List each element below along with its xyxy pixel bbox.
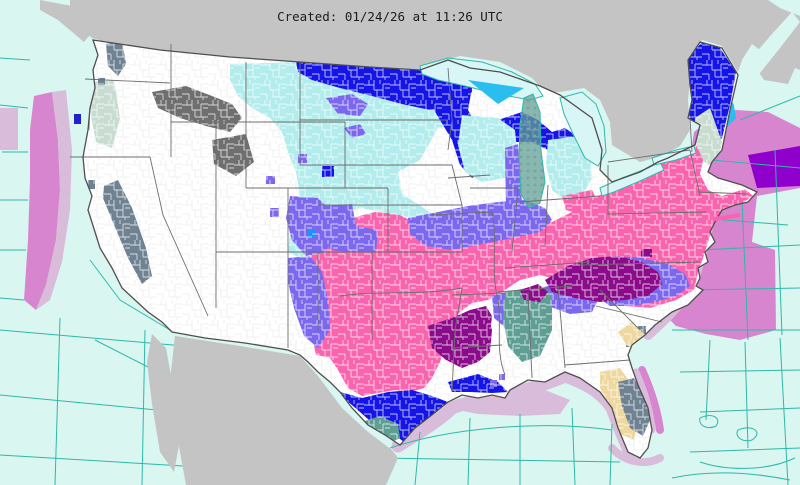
canada-waterways <box>722 0 800 104</box>
gulf-smallcraft-blob <box>455 390 570 416</box>
mexico-landmass <box>170 336 398 485</box>
pacific-gale-band <box>24 92 60 310</box>
pacific-smallcraft-band <box>36 90 72 310</box>
coastal-navy-zone <box>74 114 81 124</box>
florida-east-gale-strip <box>638 366 664 434</box>
vancouver-island <box>40 0 94 42</box>
lake-michigan <box>518 93 546 209</box>
atlantic-storm-warning-zone <box>748 146 800 188</box>
canada-landmass <box>70 0 800 162</box>
created-timestamp: Created: 01/24/26 at 11:26 UTC <box>277 9 503 24</box>
land-hazard-layers <box>83 40 757 458</box>
great-lakes <box>419 57 697 209</box>
lake-superior-freezing-spray-zone <box>468 80 524 104</box>
long-island <box>713 213 741 221</box>
lake-huron <box>559 91 607 167</box>
marine-grid <box>0 57 800 485</box>
baja-peninsula <box>147 334 180 472</box>
state-borders <box>70 44 749 393</box>
west-offshore-thistle <box>0 108 18 150</box>
florida-keys-smallcraft <box>608 444 664 467</box>
